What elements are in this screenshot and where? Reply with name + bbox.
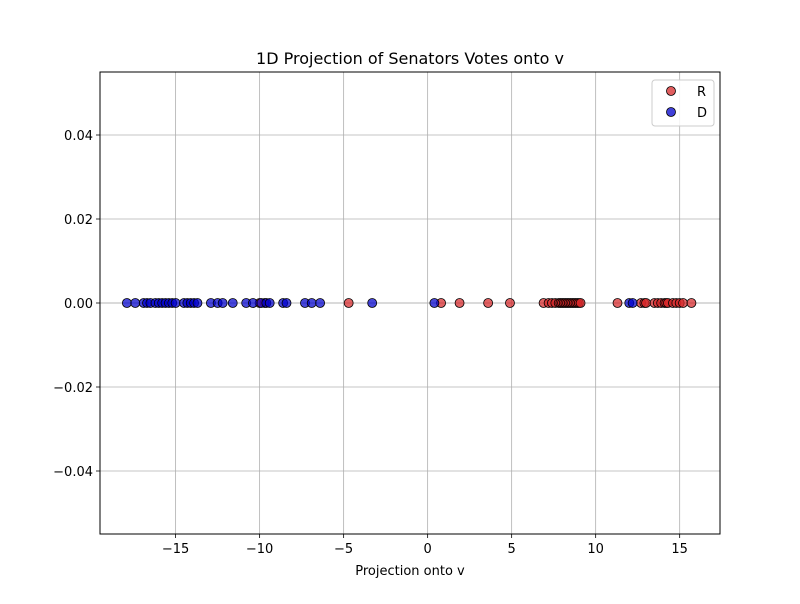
x-tick-label: 10 <box>587 542 604 557</box>
point-d <box>315 298 326 308</box>
point-r <box>612 298 623 308</box>
y-tick-label: 0.02 <box>64 213 93 228</box>
x-tick-label: 0 <box>424 542 432 557</box>
legend-marker-d <box>666 107 676 117</box>
point-r <box>678 298 688 308</box>
point-r <box>641 298 651 308</box>
point-r <box>454 298 465 308</box>
y-tick-label: 0.00 <box>64 297 93 312</box>
y-tick-label: −0.04 <box>53 465 93 480</box>
point-d <box>217 298 228 308</box>
point-r <box>686 298 697 308</box>
x-tick-label: 5 <box>508 542 516 557</box>
point-d <box>227 298 238 308</box>
series-d <box>121 298 638 308</box>
point-d <box>264 298 275 308</box>
point-d <box>192 298 203 308</box>
point-d <box>170 298 181 308</box>
point-d <box>367 298 378 308</box>
x-tick-label: −15 <box>162 542 189 557</box>
series-r <box>254 298 697 308</box>
y-tick-label: 0.04 <box>64 129 93 144</box>
y-axis-ticks: −0.04 −0.02 0.00 0.02 0.04 <box>53 129 100 480</box>
point-d <box>429 298 440 308</box>
x-tick-label: −5 <box>334 542 353 557</box>
point-d <box>627 298 638 308</box>
legend-label-r: R <box>697 85 706 100</box>
chart-title: 1D Projection of Senators Votes onto v <box>256 49 564 68</box>
legend-label-d: D <box>697 106 707 121</box>
x-tick-label: −10 <box>246 542 273 557</box>
legend-marker-r <box>666 86 676 96</box>
point-d <box>130 298 141 308</box>
point-d <box>121 298 132 308</box>
point-r <box>575 298 586 308</box>
x-axis-ticks: −15 −10 −5 0 5 10 15 <box>162 534 688 557</box>
legend: R D <box>651 79 715 127</box>
point-r <box>483 298 494 308</box>
data-points <box>121 298 697 308</box>
x-axis-label: Projection onto v <box>355 564 465 579</box>
y-tick-label: −0.02 <box>53 381 93 396</box>
point-d <box>247 298 258 308</box>
point-r <box>343 298 354 308</box>
point-r <box>505 298 515 308</box>
point-d <box>281 298 292 308</box>
x-tick-label: 15 <box>671 542 688 557</box>
point-d <box>306 298 317 308</box>
